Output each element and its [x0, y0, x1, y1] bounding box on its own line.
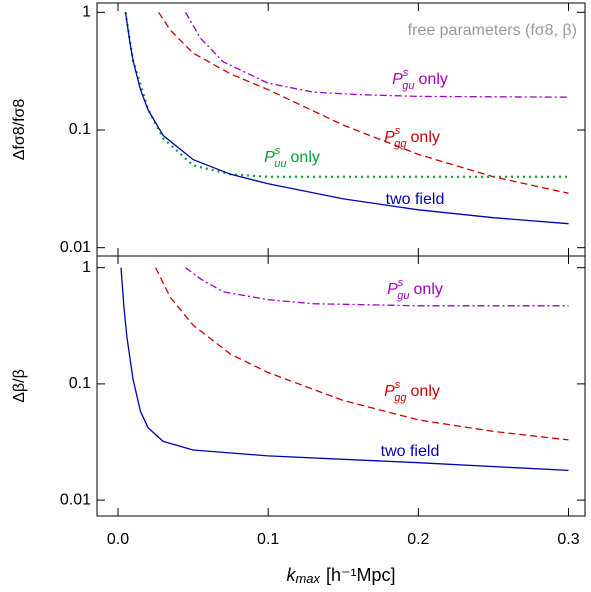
y-tick-label: 1	[82, 4, 91, 21]
series-label: Ps gu only	[392, 67, 448, 92]
label-name: two field	[381, 443, 440, 460]
series-line	[185, 267, 569, 307]
plot-frame	[96, 2, 586, 257]
label-symbol: P	[264, 149, 275, 166]
x-tick-label: 0.1	[257, 531, 279, 548]
series-line	[158, 11, 569, 194]
series-line	[124, 12, 569, 178]
x-tick-label: 0.3	[557, 531, 579, 548]
label-name: only	[411, 129, 440, 146]
y-axis-label: Δfσ8/fσ8	[11, 99, 28, 161]
y-axis-label: Δβ/β	[11, 369, 28, 403]
label-sub: gu	[397, 290, 409, 302]
label-symbol: P	[384, 383, 395, 400]
series-label: Ps uu only	[264, 145, 320, 170]
label-sup: s	[395, 125, 401, 137]
label-symbol: P	[384, 129, 395, 146]
annotation: free parameters (fσ8, β)	[408, 22, 577, 39]
series-label: Ps gg only	[384, 125, 440, 150]
series-line	[120, 267, 569, 472]
label-sup: s	[275, 145, 281, 157]
series-line	[155, 267, 569, 441]
x-label-sub: max	[295, 571, 320, 586]
series-label: Ps gu only	[387, 277, 443, 302]
label-sub: gg	[394, 392, 407, 404]
label-name: two field	[386, 191, 445, 208]
label-name: only	[414, 281, 443, 298]
series-label: Ps gg only	[384, 379, 440, 404]
x-label-rest: [h⁻¹Mpc]	[326, 565, 396, 585]
label-sup: s	[403, 67, 409, 79]
series-line	[185, 11, 569, 98]
y-tick-label: 0.01	[60, 491, 91, 508]
plot-frame	[96, 255, 586, 517]
series-label: two field	[386, 191, 445, 208]
x-axis-label: kmax [h⁻¹Mpc]	[286, 565, 395, 587]
series-line	[124, 12, 569, 225]
x-label-main: k	[286, 565, 296, 585]
label-sub: uu	[274, 158, 286, 170]
series-label: two field	[381, 443, 440, 460]
label-sub: gu	[402, 80, 414, 92]
label-name: only	[419, 71, 448, 88]
label-sub: gg	[394, 138, 407, 150]
label-symbol: P	[387, 281, 398, 298]
y-tick-label: 0.1	[69, 375, 91, 392]
label-symbol: P	[392, 71, 403, 88]
label-name: only	[411, 383, 440, 400]
x-tick-label: 0.0	[107, 531, 129, 548]
x-tick-label: 0.2	[407, 531, 429, 548]
y-tick-label: 1	[82, 259, 91, 276]
label-sup: s	[395, 379, 401, 391]
y-tick-label: 0.1	[69, 121, 91, 138]
y-tick-label: 0.01	[60, 239, 91, 256]
label-sup: s	[398, 277, 404, 289]
label-name: only	[291, 149, 320, 166]
